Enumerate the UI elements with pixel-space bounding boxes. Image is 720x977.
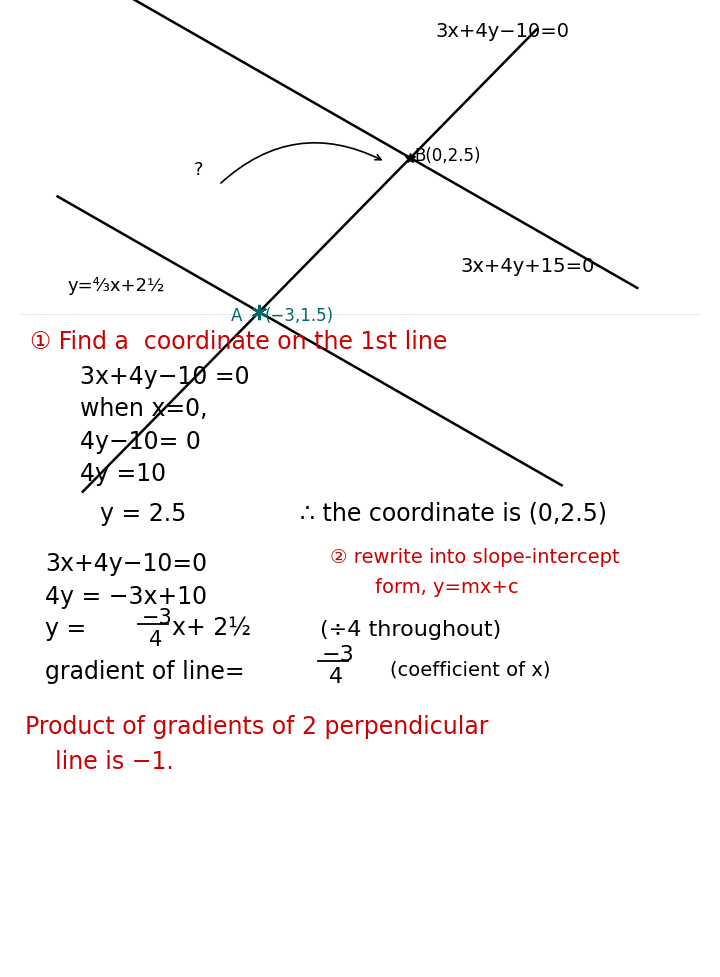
Text: (÷4 throughout): (÷4 throughout): [320, 619, 501, 639]
Text: y =: y =: [45, 616, 86, 640]
Text: 4y =10: 4y =10: [80, 461, 166, 486]
Text: (coefficient of x): (coefficient of x): [390, 659, 551, 678]
Text: when x=0,: when x=0,: [80, 397, 207, 420]
Text: y=⁴⁄₃x+2½: y=⁴⁄₃x+2½: [68, 276, 165, 295]
Text: (−3,1.5): (−3,1.5): [264, 307, 333, 324]
Text: line is −1.: line is −1.: [55, 749, 174, 773]
Text: 3x+4y−10=0: 3x+4y−10=0: [45, 551, 207, 575]
Text: 3x+4y−10 =0: 3x+4y−10 =0: [80, 364, 250, 389]
Text: form, y=mx+c: form, y=mx+c: [375, 577, 518, 596]
Text: B(0,2.5): B(0,2.5): [415, 147, 481, 165]
Text: 4: 4: [329, 666, 343, 686]
Text: 4y = −3x+10: 4y = −3x+10: [45, 584, 207, 609]
Text: A: A: [231, 307, 243, 324]
Text: gradient of line=: gradient of line=: [45, 659, 245, 683]
Text: x+ 2½: x+ 2½: [172, 616, 251, 640]
Text: ① Find a  coordinate on the 1st line: ① Find a coordinate on the 1st line: [30, 329, 447, 354]
Text: ② rewrite into slope-intercept: ② rewrite into slope-intercept: [330, 547, 620, 567]
Text: y = 2.5: y = 2.5: [100, 501, 186, 526]
Text: Product of gradients of 2 perpendicular: Product of gradients of 2 perpendicular: [25, 714, 488, 739]
Text: ?: ?: [194, 161, 204, 180]
Text: 4y−10= 0: 4y−10= 0: [80, 430, 201, 453]
Text: −3: −3: [142, 608, 173, 627]
Text: 4: 4: [149, 629, 162, 650]
Text: ∴ the coordinate is (0,2.5): ∴ the coordinate is (0,2.5): [300, 501, 607, 526]
Text: −3: −3: [322, 645, 355, 664]
Text: 3x+4y+15=0: 3x+4y+15=0: [461, 257, 595, 276]
Text: 3x+4y−10=0: 3x+4y−10=0: [436, 22, 570, 41]
